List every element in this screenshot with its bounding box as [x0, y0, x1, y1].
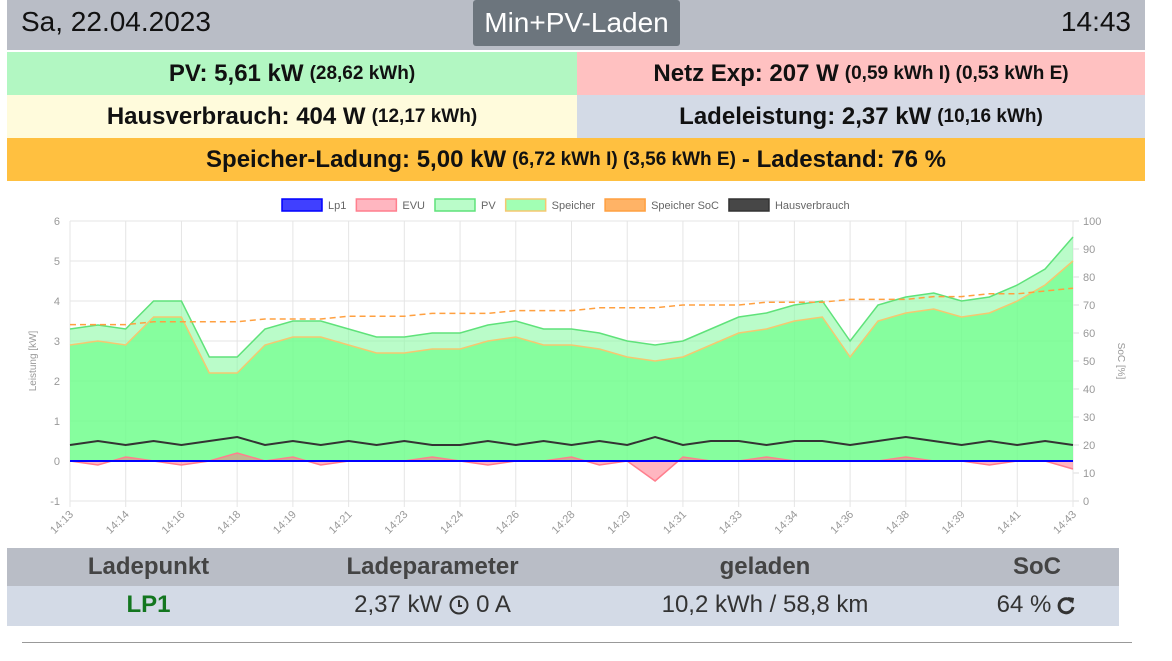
lp-name[interactable]: LP1 [126, 591, 171, 618]
x-tick-label: 14:14 [104, 509, 132, 537]
refresh-icon[interactable] [1055, 594, 1077, 616]
y-tick-label: 0 [54, 456, 60, 468]
x-tick-label: 14:38 [884, 509, 912, 537]
netz-info: Netz Exp: 207 W (0,59 kWh I) (0,53 kWh E) [577, 52, 1145, 95]
y-tick-label: 1 [54, 416, 60, 428]
table-heading: Ladepunkt [87, 553, 210, 580]
lp-current: 0 A [476, 591, 511, 618]
mode-button[interactable]: Min+PV-Laden [473, 0, 680, 46]
y2-tick-label: 60 [1083, 328, 1095, 340]
table-heading: SoC [1013, 553, 1061, 580]
table-heading: geladen [719, 553, 811, 580]
divider [22, 642, 1132, 643]
table-header: Ladepunkt Ladeparameter geladen SoC [7, 548, 1119, 586]
y2-tick-label: 0 [1083, 496, 1089, 508]
lp-power: 2,37 kW [354, 591, 443, 618]
legend-swatch [504, 198, 547, 212]
series-line [69, 260, 1074, 374]
y-tick-label: 2 [54, 376, 60, 388]
x-tick-label: 14:21 [327, 509, 355, 537]
legend-swatch [355, 198, 398, 212]
haus-label: Hausverbrauch: 404 W [106, 102, 366, 130]
speicher-info: Speicher-Ladung: 5,00 kW (6,72 kWh I) (3,… [7, 138, 1145, 181]
x-tick-label: 14:34 [773, 509, 801, 537]
y2-tick-label: 80 [1083, 272, 1095, 284]
x-tick-label: 14:13 [48, 509, 76, 537]
y-tick-label: 4 [54, 296, 60, 308]
lade-detail: (10,16 kWh) [937, 105, 1043, 127]
x-tick-label: 14:16 [160, 509, 188, 537]
lp-soc-value: 64 % [996, 591, 1052, 618]
netz-detail: (0,59 kWh I) (0,53 kWh E) [844, 62, 1069, 84]
x-tick-label: 14:29 [605, 509, 633, 537]
x-tick-label: 14:23 [383, 509, 411, 537]
y2-tick-label: 20 [1083, 440, 1095, 452]
haus-info: Hausverbrauch: 404 W (12,17 kWh) [7, 95, 577, 138]
y-tick-label: 3 [54, 336, 60, 348]
legend-label: Speicher [552, 200, 596, 212]
y-tick-label: -1 [50, 496, 60, 508]
legend-swatch [728, 198, 770, 212]
legend-swatch [604, 198, 646, 212]
y2-tick-label: 70 [1083, 300, 1095, 312]
x-tick-label: 14:41 [995, 509, 1023, 537]
series-line [70, 287, 1074, 326]
x-tick-label: 14:24 [438, 509, 466, 537]
legend-swatch [281, 198, 323, 212]
haus-detail: (12,17 kWh) [371, 105, 478, 127]
speicher-soc: - Ladestand: 76 % [741, 145, 946, 173]
y2-tick-label: 10 [1083, 468, 1095, 480]
speicher-label: Speicher-Ladung: 5,00 kW [206, 145, 507, 173]
netz-label: Netz Exp: 207 W [653, 59, 839, 87]
table-heading: Ladeparameter [346, 553, 519, 580]
x-tick-label: 14:39 [940, 509, 968, 537]
legend-swatch [434, 198, 476, 212]
y2-tick-label: 90 [1083, 244, 1095, 256]
pv-detail: (28,62 kWh) [309, 62, 416, 84]
lade-info: Ladeleistung: 2,37 kW (10,16 kWh) [577, 95, 1145, 138]
y-tick-label: 6 [54, 216, 60, 228]
legend-label: EVU [402, 200, 425, 212]
pv-info: PV: 5,61 kW (28,62 kWh) [7, 52, 577, 95]
clock-icon [449, 595, 469, 615]
lp-charged: 10,2 kWh / 58,8 km [661, 591, 869, 618]
series-line [69, 452, 1074, 482]
x-tick-label: 14:18 [215, 509, 243, 537]
y2-axis-title: SoC [%] [1115, 343, 1126, 380]
series-line [69, 435, 1074, 447]
x-tick-label: 14:19 [271, 509, 299, 537]
y2-tick-label: 100 [1083, 216, 1101, 228]
y2-tick-label: 50 [1083, 356, 1095, 368]
legend-label: Speicher SoC [651, 200, 719, 212]
x-tick-label: 14:36 [828, 509, 856, 537]
table-row: LP1 2,37 kW 0 A 10,2 kWh / 58,8 km 64 % [7, 586, 1119, 626]
legend-label: Hausverbrauch [775, 200, 850, 212]
x-tick-label: 14:28 [550, 509, 578, 537]
x-tick-label: 14:43 [1051, 509, 1079, 537]
time: 14:43 [1060, 6, 1131, 37]
pv-label: PV: 5,61 kW [168, 59, 304, 87]
series-line [69, 236, 1074, 358]
speicher-detail: (6,72 kWh I) (3,56 kWh E) [512, 148, 736, 170]
y2-tick-label: 40 [1083, 384, 1095, 396]
series-area [70, 453, 1073, 481]
lp-soc: 64 % [955, 586, 1119, 624]
header: Sa, 22.04.2023 Min+PV-Laden 14:43 [7, 0, 1145, 50]
legend-label: Lp1 [328, 200, 346, 212]
date: Sa, 22.04.2023 [21, 6, 211, 37]
series-area [70, 261, 1073, 461]
x-tick-label: 14:31 [661, 509, 689, 537]
y-tick-label: 5 [54, 256, 60, 268]
y-axis-title: Leistung [kW] [28, 330, 39, 391]
lade-label: Ladeleistung: 2,37 kW [679, 102, 932, 130]
lp-params: 2,37 kW 0 A [290, 586, 575, 624]
y2-tick-label: 30 [1083, 412, 1095, 424]
x-tick-label: 14:33 [717, 509, 745, 537]
x-tick-label: 14:26 [494, 509, 522, 537]
legend-label: PV [481, 200, 496, 212]
